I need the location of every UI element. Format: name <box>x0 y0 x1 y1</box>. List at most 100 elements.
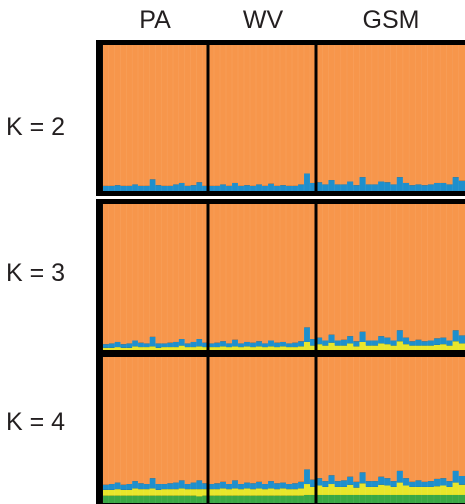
bar-segment-green <box>149 495 156 503</box>
bar-segment-blue <box>155 185 162 191</box>
bar-segment-green <box>256 495 263 503</box>
bar-segment-orange <box>427 357 435 482</box>
bar-segment-orange <box>226 45 233 186</box>
bar-segment-orange <box>238 357 245 485</box>
bar-segment-blue <box>446 184 453 191</box>
bar-segment-orange <box>347 45 354 182</box>
bar-segment-yellow <box>108 347 116 350</box>
bar-segment-orange <box>298 204 305 342</box>
bar-segment-green <box>184 495 191 503</box>
population-divider <box>314 204 318 350</box>
bar-segment-yellow <box>138 489 145 496</box>
bar-segment-orange <box>161 45 168 186</box>
bar-segment-yellow <box>238 489 245 496</box>
bar-segment-blue <box>256 184 263 191</box>
bar-segment-blue <box>214 342 221 348</box>
bar-segment-orange <box>196 204 203 340</box>
bar-segment-yellow <box>409 345 416 350</box>
panel-k2 <box>96 40 465 196</box>
bar-segment-orange <box>458 45 465 181</box>
bar-segment-green <box>316 494 323 503</box>
bar-segment-blue <box>196 182 203 191</box>
bar-segment-blue <box>458 180 465 191</box>
bar-segment-yellow <box>149 346 156 350</box>
bar-segment-yellow <box>126 347 133 350</box>
bar-segment-yellow <box>244 488 251 496</box>
bar-segment-orange <box>286 357 293 485</box>
bar-segment-blue <box>427 340 435 346</box>
bar-segment-yellow <box>178 488 186 496</box>
bar-segment-orange <box>167 204 174 343</box>
bar-segment-orange <box>292 204 299 343</box>
bar-segment-green <box>365 494 373 503</box>
bar-segment-blue <box>132 481 139 489</box>
bar-segment-blue <box>103 185 110 191</box>
bar-segment-blue <box>322 340 329 346</box>
bar-segment-orange <box>120 45 127 186</box>
bar-segment-orange <box>409 357 416 482</box>
bar-segment-blue <box>322 481 329 487</box>
bar-segment-orange <box>268 357 275 482</box>
bar-segment-green <box>359 494 367 503</box>
bar-segment-orange <box>298 45 305 185</box>
bar-segment-blue <box>238 484 245 490</box>
bar-segment-blue <box>226 343 233 348</box>
bar-segment-blue <box>250 185 257 191</box>
bar-segment-yellow <box>371 486 379 495</box>
bar-segment-yellow <box>310 486 317 495</box>
bar-segment-green <box>427 494 435 503</box>
bar-segment-blue <box>120 484 127 490</box>
bar-segment-blue <box>103 344 110 348</box>
bar-segment-orange <box>161 204 168 344</box>
bar-segment-orange <box>184 357 191 485</box>
bar-segment-blue <box>208 343 215 348</box>
bar-segment-green <box>433 494 441 503</box>
bar-segment-yellow <box>268 488 275 496</box>
bar-segment-blue <box>347 181 354 191</box>
bar-segment-yellow <box>353 487 360 495</box>
bar-segment-orange <box>184 204 191 344</box>
bar-segment-orange <box>304 357 311 470</box>
bar-segment-yellow <box>103 347 110 350</box>
bar-segment-orange <box>365 45 373 185</box>
bar-segment-blue <box>244 185 251 191</box>
bar-segment-orange <box>244 204 251 342</box>
bar-segment-blue <box>384 337 391 345</box>
bar-segment-orange <box>310 204 317 340</box>
bar-segment-yellow <box>250 347 257 350</box>
bar-segment-orange <box>286 45 293 186</box>
bar-segment-blue <box>114 482 121 490</box>
bar-segment-orange <box>390 204 398 341</box>
bar-segment-blue <box>196 339 203 347</box>
bar-segment-blue <box>155 343 162 348</box>
bar-segment-orange <box>232 45 239 183</box>
bar-segment-green <box>322 494 329 503</box>
bar-segment-blue <box>347 336 354 344</box>
bar-segment-blue <box>220 341 227 347</box>
bar-segment-blue <box>268 481 275 489</box>
bar-segment-orange <box>238 204 245 344</box>
bar-segment-blue <box>322 184 329 191</box>
bar-segment-orange <box>280 204 287 342</box>
bar-segment-yellow <box>196 489 203 497</box>
bar-segment-blue <box>244 341 251 347</box>
bar-segment-green <box>126 495 133 503</box>
bar-segment-blue <box>427 184 435 191</box>
bar-segment-green <box>214 495 221 503</box>
bar-segment-blue <box>378 336 385 344</box>
bar-segment-yellow <box>353 346 360 350</box>
bar-segment-orange <box>396 204 404 331</box>
bar-segment-yellow <box>274 489 281 496</box>
bar-segment-blue <box>250 342 257 348</box>
bar-segment-green <box>415 494 422 503</box>
bar-segment-orange <box>371 357 379 482</box>
bar-segment-green <box>268 495 275 503</box>
bar-segment-blue <box>184 484 191 490</box>
bar-segment-blue <box>409 185 416 191</box>
bar-segment-yellow <box>149 488 156 496</box>
bar-segment-orange <box>155 204 162 344</box>
bar-segment-blue <box>292 483 299 490</box>
bar-segment-orange <box>161 357 168 485</box>
bar-segment-blue <box>149 478 156 489</box>
bar-segment-blue <box>161 185 168 191</box>
